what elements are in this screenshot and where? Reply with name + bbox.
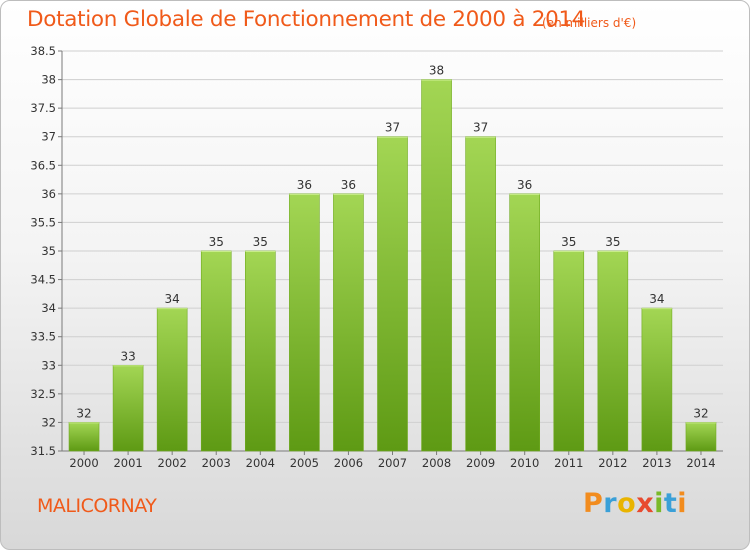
- logo-letter: r: [603, 488, 618, 519]
- bar: [333, 193, 364, 452]
- bar: [465, 136, 496, 452]
- proxiti-logo[interactable]: Proxiti: [583, 488, 687, 519]
- x-tick-label: 2006: [334, 456, 363, 470]
- y-tick-label: 38: [41, 73, 56, 87]
- x-tick-label: 2001: [113, 456, 142, 470]
- y-tick-label: 33: [41, 358, 56, 372]
- y-tick-label: 32: [41, 415, 56, 429]
- logo-letter: i: [677, 488, 688, 519]
- y-tick-label: 33.5: [30, 330, 56, 344]
- y-tick-label: 37.5: [30, 101, 56, 115]
- data-label: 35: [605, 235, 620, 249]
- x-tick-label: 2012: [598, 456, 627, 470]
- bar: [289, 193, 320, 452]
- x-tick-label: 2009: [466, 456, 495, 470]
- y-tick-label: 34.5: [30, 273, 56, 287]
- y-tick-label: 36.5: [30, 158, 56, 172]
- x-tick-label: 2004: [246, 456, 275, 470]
- data-label: 33: [120, 349, 135, 363]
- data-label: 36: [341, 178, 356, 192]
- data-label: 34: [165, 292, 180, 306]
- data-label: 36: [297, 178, 312, 192]
- bar: [377, 136, 408, 452]
- bar: [509, 193, 541, 452]
- x-tick-label: 2005: [290, 456, 319, 470]
- logo-letter: t: [663, 488, 678, 519]
- chart-title: Dotation Globale de Fonctionnement de 20…: [27, 7, 586, 32]
- logo-letter: x: [636, 488, 655, 519]
- town-name: MALICORNAY: [37, 495, 157, 517]
- y-tick-label: 37: [41, 130, 56, 144]
- x-tick-label: 2014: [686, 456, 715, 470]
- logo-letter: o: [617, 488, 637, 519]
- bar: [597, 250, 629, 452]
- data-label: 32: [693, 406, 708, 420]
- bar: [421, 79, 452, 452]
- x-tick-label: 2010: [510, 456, 539, 470]
- data-label: 37: [385, 121, 400, 135]
- data-label: 35: [253, 235, 268, 249]
- bar: [156, 307, 188, 452]
- bar: [200, 250, 232, 452]
- bar: [685, 422, 717, 452]
- data-label: 32: [76, 406, 91, 420]
- x-tick-label: 2003: [202, 456, 231, 470]
- y-tick-label: 31.5: [30, 444, 56, 458]
- chart-unit: (en milliers d'€): [542, 16, 637, 30]
- data-label: 36: [517, 178, 532, 192]
- data-labels: 32 33 34 35 35 36 36 37 38 37 36 35 35 34 32: [76, 64, 708, 421]
- data-label: 35: [561, 235, 576, 249]
- bar: [641, 307, 673, 452]
- y-tick-label: 38.5: [30, 44, 56, 58]
- y-tick-label: 35.5: [30, 215, 56, 229]
- bars: [68, 79, 717, 452]
- data-label: 38: [429, 64, 444, 78]
- data-label: 37: [473, 121, 488, 135]
- y-tick-label: 32.5: [30, 387, 56, 401]
- logo-letter: P: [583, 488, 604, 519]
- bar: [112, 364, 144, 452]
- x-tick-label: 2007: [378, 456, 407, 470]
- bar: [553, 250, 585, 452]
- data-label: 34: [649, 292, 664, 306]
- y-tick-label: 34: [41, 301, 56, 315]
- x-tick-label: 2000: [69, 456, 98, 470]
- x-tick-label: 2008: [422, 456, 451, 470]
- x-tick-label: 2013: [642, 456, 671, 470]
- bar: [245, 250, 276, 452]
- x-tick-label: 2011: [554, 456, 583, 470]
- logo-letter: i: [654, 488, 664, 519]
- bar: [68, 422, 100, 452]
- y-tick-label: 36: [41, 187, 56, 201]
- data-label: 35: [209, 235, 224, 249]
- y-tick-label: 35: [41, 244, 56, 258]
- x-tick-label: 2002: [158, 456, 187, 470]
